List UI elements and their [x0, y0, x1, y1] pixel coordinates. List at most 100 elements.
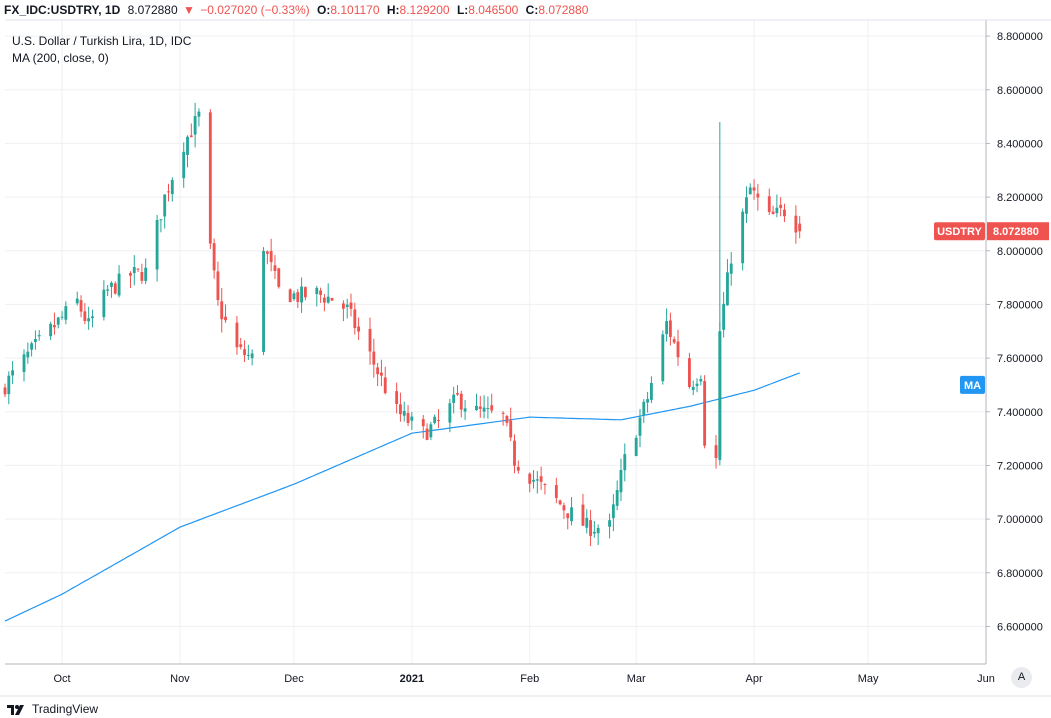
candle[interactable] [136, 268, 140, 273]
candle[interactable] [110, 281, 113, 298]
candle[interactable] [619, 458, 623, 502]
candle[interactable] [197, 108, 201, 127]
candle[interactable] [649, 376, 653, 404]
candle[interactable] [585, 509, 589, 534]
candle[interactable] [30, 341, 34, 357]
candle[interactable] [216, 261, 220, 306]
candle[interactable] [208, 109, 212, 250]
candle[interactable] [11, 361, 15, 384]
candle[interactable] [714, 435, 718, 469]
candle[interactable] [459, 390, 463, 418]
candle[interactable] [756, 184, 760, 211]
candle[interactable] [463, 400, 467, 420]
candle[interactable] [490, 393, 494, 414]
candle[interactable] [516, 460, 520, 474]
candle[interactable] [794, 205, 798, 244]
candle[interactable] [779, 197, 783, 217]
candle[interactable] [224, 304, 227, 323]
candle[interactable] [49, 321, 53, 341]
chart-legend[interactable]: U.S. Dollar / Turkish Lira, 1D, IDC MA (… [12, 33, 191, 67]
ma-label-badge[interactable]: MA [960, 375, 985, 394]
candle[interactable] [646, 391, 650, 413]
candle[interactable] [132, 255, 136, 286]
candle[interactable] [513, 434, 516, 474]
candle[interactable] [745, 186, 748, 223]
candle[interactable] [113, 281, 117, 295]
candle[interactable] [341, 300, 345, 322]
candle[interactable] [566, 513, 570, 530]
candle[interactable] [695, 378, 699, 393]
candle[interactable] [406, 405, 410, 427]
candle[interactable] [189, 123, 193, 138]
candle[interactable] [163, 194, 167, 229]
candle[interactable] [783, 203, 786, 222]
candle[interactable] [368, 317, 372, 365]
candle[interactable] [303, 286, 307, 301]
candle[interactable] [452, 386, 456, 414]
candle[interactable] [315, 285, 319, 307]
candle[interactable] [562, 502, 566, 519]
candle[interactable] [596, 524, 600, 546]
candle[interactable] [239, 337, 243, 350]
candle[interactable] [581, 493, 585, 526]
candle[interactable] [437, 409, 440, 429]
candle[interactable] [269, 238, 273, 272]
candle[interactable] [144, 258, 148, 285]
candle[interactable] [726, 259, 729, 306]
candle[interactable] [235, 315, 239, 355]
candle[interactable] [429, 421, 433, 441]
candle[interactable] [425, 423, 429, 441]
candle[interactable] [330, 297, 334, 301]
candle[interactable] [159, 219, 163, 233]
candle[interactable] [775, 194, 779, 218]
candle[interactable] [182, 142, 186, 188]
candle[interactable] [535, 471, 539, 494]
candle[interactable] [326, 283, 330, 304]
candle[interactable] [322, 294, 326, 312]
candle[interactable] [155, 214, 159, 282]
candle[interactable] [665, 308, 669, 342]
candle[interactable] [22, 349, 26, 382]
candle[interactable] [64, 301, 68, 325]
candle[interactable] [376, 362, 380, 387]
candle[interactable] [661, 330, 665, 385]
candle[interactable] [106, 284, 110, 296]
candle[interactable] [767, 188, 771, 216]
candle[interactable] [543, 483, 547, 495]
candle[interactable] [319, 287, 323, 303]
candle[interactable] [505, 414, 509, 427]
candle[interactable] [703, 375, 707, 449]
candle[interactable] [456, 385, 459, 396]
candle[interactable] [642, 398, 646, 423]
chart-axes[interactable]: 6.600000 6.800000 7.000000 7.200000 7.400000… [0, 19, 1051, 697]
candle[interactable] [170, 177, 174, 202]
usdtry-label-badge[interactable]: USDTRY [934, 222, 985, 241]
candle[interactable] [288, 288, 292, 303]
candle[interactable] [539, 466, 543, 490]
candle[interactable] [117, 265, 121, 298]
candle[interactable] [87, 306, 91, 330]
ma-200-line[interactable] [4, 372, 800, 622]
candle[interactable] [220, 288, 224, 333]
candle[interactable] [611, 494, 615, 532]
candle[interactable] [672, 336, 676, 345]
candle[interactable] [91, 309, 94, 328]
candle[interactable] [296, 288, 300, 309]
candle[interactable] [345, 298, 349, 319]
candle[interactable] [246, 344, 250, 360]
candle[interactable] [687, 352, 691, 389]
candle[interactable] [250, 349, 254, 366]
candle[interactable] [748, 183, 752, 195]
candle[interactable] [7, 371, 11, 405]
candle[interactable] [26, 342, 30, 364]
candle[interactable] [482, 395, 486, 419]
candle[interactable] [292, 290, 296, 301]
candle[interactable] [186, 135, 189, 168]
candle[interactable] [421, 414, 425, 439]
candle[interactable] [752, 179, 756, 200]
candle[interactable] [554, 477, 558, 504]
candle[interactable] [623, 443, 627, 482]
candle[interactable] [212, 238, 216, 279]
candle[interactable] [277, 267, 281, 289]
